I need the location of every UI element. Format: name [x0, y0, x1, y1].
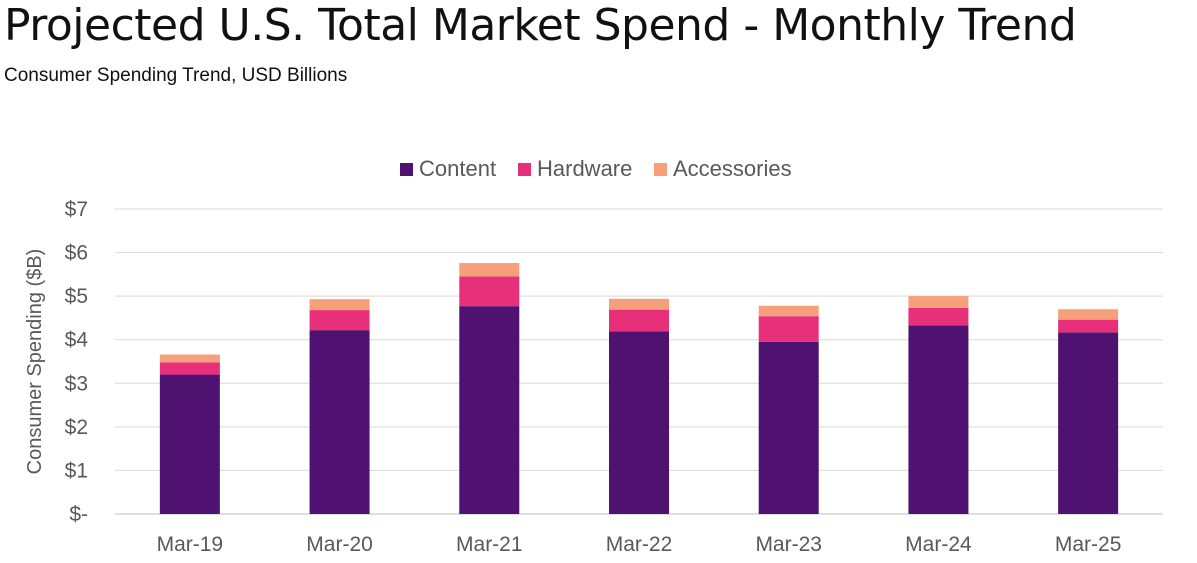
bar-segment-content: [1058, 332, 1119, 514]
y-tick-label: $5: [65, 285, 88, 308]
bar-segment-content: [159, 374, 220, 514]
x-tick-label: Mar-19: [157, 533, 224, 556]
legend-label-accessories: Accessories: [673, 156, 792, 181]
x-tick-label: Mar-23: [755, 533, 822, 556]
legend-swatch-content: [400, 163, 413, 176]
bar-segment-content: [908, 325, 969, 514]
x-tick-label: Mar-21: [456, 533, 523, 556]
bar-segment-accessories: [159, 354, 220, 363]
y-tick-label: $4: [65, 329, 89, 352]
bar-segment-accessories: [459, 263, 520, 277]
x-tick-label: Mar-25: [1055, 533, 1122, 556]
bar-segment-hardware: [309, 310, 370, 331]
bar-segment-content: [459, 306, 520, 514]
legend-swatch-hardware: [518, 163, 531, 176]
bar-segment-accessories: [908, 296, 969, 308]
page-title: Projected U.S. Total Market Spend - Mont…: [4, 0, 1077, 51]
bar-segment-hardware: [459, 276, 520, 307]
bar-segment-content: [609, 331, 669, 514]
x-tick-label: Mar-20: [306, 533, 373, 556]
y-tick-label: $3: [65, 372, 88, 395]
bar-segment-content: [758, 341, 819, 514]
bar-segment-hardware: [1058, 319, 1119, 333]
page-subtitle: Consumer Spending Trend, USD Billions: [4, 65, 348, 86]
y-tick-label: $7: [65, 198, 88, 221]
legend-label-content: Content: [419, 156, 496, 181]
bar-segment-accessories: [609, 298, 669, 310]
x-tick-label: Mar-22: [606, 533, 673, 556]
y-axis-title: Consumer Spending ($B): [24, 249, 46, 475]
bar-segment-hardware: [159, 362, 220, 375]
bar-segment-accessories: [1058, 309, 1119, 320]
bar-segment-accessories: [309, 299, 370, 311]
legend-label-hardware: Hardware: [537, 156, 632, 181]
y-tick-label: $2: [65, 416, 88, 439]
bar-segment-hardware: [758, 316, 819, 342]
bar-segment-accessories: [758, 305, 819, 317]
y-tick-label: $1: [65, 459, 88, 482]
bar-segment-hardware: [908, 307, 969, 326]
bar-segment-hardware: [609, 309, 669, 332]
y-tick-label: $6: [65, 242, 88, 265]
x-tick-label: Mar-24: [905, 533, 972, 556]
legend-swatch-accessories: [654, 163, 667, 176]
bar-segment-content: [309, 330, 370, 514]
y-tick-label: $-: [69, 503, 88, 526]
